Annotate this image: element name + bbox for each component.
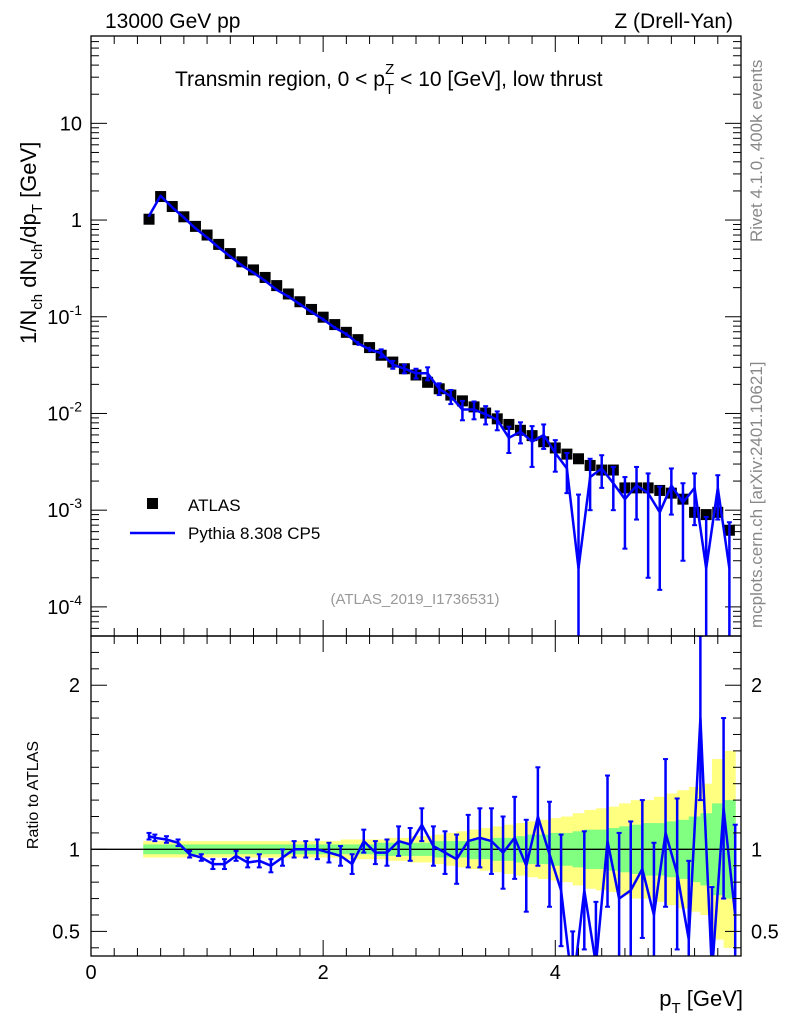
atlas-data-point [201,229,213,241]
main-series-group [143,191,735,636]
analysis-id: (ATLAS_2019_I1736531) [330,591,499,608]
atlas-data-point [143,213,155,225]
atlas-data-point [248,264,259,276]
energy-label: 13000 GeV pp [105,10,240,33]
atlas-data-point [503,418,515,430]
atlas-data-point [306,303,318,315]
ratio-series-group [91,636,741,956]
atlas-data-point [189,220,201,232]
main-ytick-label: 10-1 [47,302,82,329]
main-title-prefix: Transmin region, 0 < [175,68,373,91]
legend: ATLAS Pythia 8.308 CP5 [130,496,320,543]
ratio-xtick-label: 0 [85,962,96,984]
ylabel-part3: /dp [16,213,41,244]
ratio-ytick-label-right: 1 [751,839,762,861]
atlas-data-point [422,376,434,388]
main-ytick-label: 10-3 [47,495,82,522]
ratio-panel: 0.5 0.5 1 1 2 2 0 2 4 Ratio to ATLAS pT [GeV] [25,635,779,1017]
atlas-data-point [294,296,306,308]
ylabel-part1: 1/N [16,310,41,344]
main-ytick-label: 1 [71,210,82,232]
ytick-exponent: -3 [70,495,83,511]
atlas-data-point [329,319,341,331]
ratio-ytick-label-left: 2 [69,675,80,697]
pythia-series-line [147,194,731,570]
atlas-data-point [317,311,329,323]
main-ylabel: 1/Nch dNch/dpT [GeV] [16,142,46,344]
main-title-suffix: < 10 [GeV], low thrust [394,68,603,91]
ratio-ytick-label-right: 0.5 [751,921,779,943]
main-ytick-label: 10-4 [47,592,82,619]
xlabel-sub-T: T [671,1000,680,1017]
ytick-base: 10 [47,597,69,619]
ytick-base: 10 [47,500,69,522]
atlas-data-point [282,288,294,300]
ylabel-sub-ch2: ch [29,244,46,260]
xlabel-p: p [659,986,671,1011]
process-label: Z (Drell-Yan) [614,10,733,33]
main-ytick-label: 10 [60,113,82,135]
main-plot-frame [90,35,742,637]
atlas-data-point [271,280,283,292]
main-title-sub-T: T [385,81,394,98]
main-title-p: p [373,68,385,91]
ratio-axis-ticks: 0.5 0.5 1 1 2 2 0 2 4 [52,636,779,984]
atlas-data-point [700,509,712,521]
ratio-series-line [148,716,737,956]
atlas-data-point [236,256,248,268]
main-title-sup-Z: Z [385,61,394,78]
atlas-data-point [573,453,584,465]
main-ytick-label: 10-2 [47,398,82,425]
ratio-ylabel: Ratio to ATLAS [25,741,42,849]
legend-marker-atlas [147,498,158,509]
ratio-xtick-label: 2 [318,962,329,984]
atlas-data-point [224,248,236,260]
mcplots-label: mcplots.cern.ch [arXiv:2401.10621] [747,362,766,628]
rivet-label: Rivet 4.1.0, 400k events [747,60,766,242]
ratio-xtick-label: 4 [550,962,561,984]
ytick-exponent: -2 [70,398,83,414]
atlas-data-point [259,271,271,283]
ytick-base: 10 [47,307,69,329]
ylabel-sub-ch1: ch [29,294,46,310]
atlas-data-point [352,334,364,346]
ytick-base: 10 [47,403,69,425]
ylabel-part4: [GeV] [16,142,41,204]
legend-label-pythia: Pythia 8.308 CP5 [188,524,320,543]
main-title: Transmin region, 0 < pTZ < 10 [GeV], low… [175,61,603,98]
ytick-exponent: -1 [70,302,83,318]
ratio-ytick-label-left: 0.5 [52,921,80,943]
ylabel-sub-T: T [29,204,46,213]
ratio-xlabel: pT [GeV] [659,986,743,1017]
xlabel-unit: [GeV] [681,986,743,1011]
ylabel-part2: dN [16,260,41,294]
ytick-exponent: -4 [70,592,83,608]
legend-label-atlas: ATLAS [188,496,241,515]
ratio-ytick-label-left: 1 [69,839,80,861]
ratio-ytick-label-right: 2 [751,675,762,697]
atlas-data-point [213,238,225,250]
